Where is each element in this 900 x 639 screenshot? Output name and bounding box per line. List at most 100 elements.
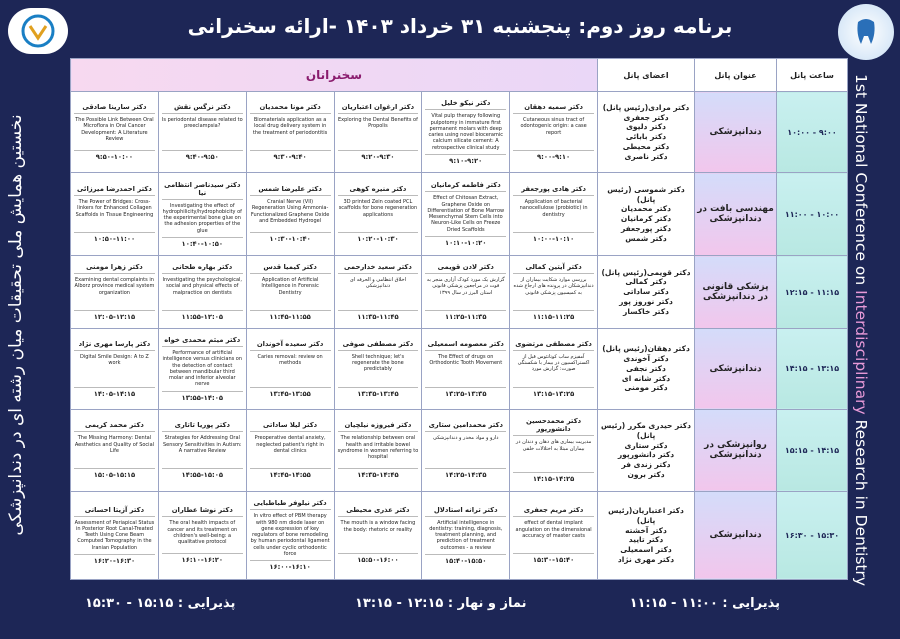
panel-member: دکتر خاکسار [623, 306, 669, 316]
speaker-time: ۹:۲۰-۹:۳۰ [337, 150, 419, 161]
speaker-time: ۱۶:۱۰-۱۶:۲۰ [161, 553, 243, 564]
panel-title: دندانپزشکی [694, 490, 777, 581]
speaker-topic: The mouth is a window facing the body: r… [340, 520, 416, 533]
speaker-topic: Effect of Chitosan Extract, Graphene Oxi… [427, 195, 505, 233]
panel-member: دکتر بابائی [625, 132, 667, 142]
speaker-cell: دکتر نیکو خلیل Vital pulp therapy followi… [421, 90, 511, 174]
speaker-name: دکتر پارسا مهری نژاد [74, 340, 155, 351]
panel-member: دکتر قویمی(رئیس پانل) [601, 267, 691, 277]
speaker-topic: Strategies for Addressing Oral Sensory S… [162, 435, 242, 454]
speaker-cell: دکتر لیلا ساداتی Preoperative dental anxi… [245, 408, 335, 492]
speaker-cell: دکتر نرگس نقش Is periodontal disease rela… [157, 90, 247, 174]
speaker-name: دکتر لیلا ساداتی [249, 421, 331, 433]
speaker-name: دکتر فیروزه نیلچیان [337, 421, 419, 433]
speaker-time: ۱۵:۵۰-۱۶:۰۰ [337, 553, 419, 564]
speaker-time: ۱۴:۰۵-۱۴:۱۵ [74, 386, 155, 398]
panel-member: دکتر نوروز پور [619, 296, 673, 306]
speaker-time: ۱۱:۵۵-۱۲:۰۵ [161, 310, 243, 321]
speaker-name: دکتر عذری محیطی [337, 506, 419, 518]
speaker-time: ۱۴:۳۵-۱۴:۴۵ [337, 468, 419, 479]
speaker-name: دکتر نوشا عطاران [161, 506, 243, 518]
panel-title: مهندسی بافت در دندانپزشکی [694, 172, 777, 257]
panel-member: دکتر محیطی [622, 141, 670, 151]
page-title: برنامه روز دوم: پنجشنبه ۳۱ خرداد ۱۴۰۳ -ا… [187, 14, 733, 38]
speaker-time: ۱۳:۵۵-۱۴:۰۵ [161, 390, 243, 402]
speaker-topic: گزارش یک مورد کودک آزاری منجر به فوت در … [426, 277, 505, 296]
panel-member: دکتر دانشورپور [617, 450, 675, 460]
panel-member: دکتر حیدری مکرر (رئیس پانل) [601, 421, 691, 440]
speaker-name: دکتر نیلوفر طباطبایی [249, 499, 331, 511]
speaker-topic: effect of dental implant angulation on t… [515, 520, 592, 539]
panel-member: دکتر محمدیان [621, 204, 671, 214]
speaker-topic: Digital Smile Design: A to Z work [79, 353, 149, 367]
header-row: ساعت پانل عنوان پانل اعضای پانل سخنرانان [70, 58, 848, 92]
schedule-row: ۱۱:۱۵ - ۱۲:۱۵ پزشکی قانونی در دندانپزشکی د… [70, 255, 848, 329]
speaker-cell: دکتر میثم محمدی خواه Performance of artif… [157, 327, 247, 410]
side-text-part: 1st National Conference on [852, 73, 870, 291]
panel-member: دکتر ساداتی [623, 287, 669, 297]
speaker-topic: Artificial intelligence in dentistry: tr… [429, 519, 503, 551]
speaker-cell: دکتر مصطفی مرتضوی آمفیزم ساب کوتانئوس قبل… [509, 327, 598, 410]
speaker-name: دکتر زهرا مومنی [74, 263, 155, 275]
speaker-name: دکتر معصومه اسمعیلی [425, 340, 507, 351]
side-text-persian: نخستین همایش ملی تحقیقات میان رشته ای در… [6, 114, 26, 536]
speaker-name: دکتر مصطفی صوفی [337, 340, 419, 351]
speaker-name: دکتر محمدحسین دانشورپور [513, 417, 594, 437]
speaker-topic: Assessment of Periapical Status in Poste… [74, 519, 155, 551]
speaker-time: ۹:۰۰-۹:۱۰ [513, 150, 594, 161]
speaker-time: ۱۱:۳۵-۱۱:۴۵ [337, 310, 419, 321]
speaker-time: ۱۳:۲۵-۱۳:۳۵ [425, 386, 507, 398]
speaker-cell: دکتر سیدناصر انتظامی نیا Investigating th… [157, 172, 247, 257]
panel-time: ۹:۰۰ - ۱۰:۰۰ [776, 90, 848, 174]
speaker-time: ۱۳:۱۵-۱۳:۲۵ [513, 386, 594, 398]
speaker-topic: The Missing Harmony: Dental Aesthetics a… [74, 435, 155, 454]
speaker-name: دکتر سارینا صادقی [74, 103, 155, 115]
panel-time: ۱۳:۱۵ - ۱۴:۱۵ [776, 327, 848, 410]
speaker-cell: دکتر آیتین کمالی بررسی موارد شکایت بیمارا… [509, 255, 598, 329]
panel-title: دندانپزشکی [694, 90, 777, 174]
speaker-name: دکتر پوریا تاتاری [161, 421, 243, 433]
panel-time: ۱۴:۱۵ - ۱۵:۱۵ [776, 408, 848, 492]
speaker-cell: دکتر پارسا مهری نژاد Digital Smile Design… [70, 327, 159, 410]
speaker-name: دکتر بهاره طحانی [161, 263, 243, 275]
panel-title: پزشکی قانونی در دندانپزشکی [694, 255, 777, 329]
speaker-time: ۱۱:۴۵-۱۱:۵۵ [249, 310, 331, 321]
speaker-time: ۱۱:۱۵-۱۱:۲۵ [513, 310, 594, 321]
panel-member: دکتر اعتباریان(رئیس پانل) [608, 506, 684, 525]
speaker-topic: Investigating the effect of hydrophilici… [162, 202, 242, 234]
speaker-cell: دکتر معصومه اسمعیلی The Effect of drugs o… [421, 327, 511, 410]
speaker-time: ۱۴:۲۵-۱۴:۳۵ [425, 468, 507, 479]
speaker-cell: دکتر مونا محمدیان Biomaterials applicatio… [245, 90, 335, 174]
speaker-time: ۱۶:۲۰-۱۶:۳۰ [74, 553, 155, 565]
panel-member: دکتر زندی فر [621, 460, 671, 470]
speaker-topic: The relationship between oral health and… [337, 435, 419, 461]
speaker-name: دکتر نیکو خلیل [425, 99, 507, 111]
speaker-cell: دکتر سعیده آخوندان Caries removal: review… [245, 327, 335, 410]
speaker-topic: Biomaterials application as a local drug… [252, 117, 328, 136]
speaker-cell: دکتر ترانه استادلال Artificial intelligen… [421, 490, 511, 581]
speaker-time: ۱۳:۳۵-۱۳:۴۵ [337, 386, 419, 398]
speaker-name: دکتر نرگس نقش [161, 103, 243, 115]
schedule-row: ۱۵:۳۰ - ۱۶:۳۰ دندانپزشکی دکتر اعتباریان(رئ… [70, 490, 848, 581]
speaker-cell: دکتر مصطفی صوفی Shell technique; let's re… [333, 327, 423, 410]
panel-title: روانپزشکی در دندانپزشکی [694, 408, 777, 492]
speaker-time: ۱۰:۵۰-۱۱:۰۰ [74, 232, 155, 243]
side-text-part: Research in Dentistry [852, 414, 870, 587]
speaker-cell: دکتر لادن قویمی گزارش یک مورد کودک آزاری … [421, 255, 511, 329]
panel-member: دکتر مومنی [624, 383, 668, 393]
speaker-topic: Preoperative dental anxiety, neglected p… [254, 435, 326, 454]
schedule-row: ۱۳:۱۵ - ۱۴:۱۵ دندانپزشکی دکتر دهقان(رئیس پ… [70, 327, 848, 410]
schedule-row: ۱۰:۰۰ - ۱۱:۰۰ مهندسی بافت در دندانپزشکی دک… [70, 172, 848, 257]
left-logo [8, 8, 68, 54]
speaker-name: دکتر هادی پورجعفر [513, 185, 594, 197]
panel-members: دکتر حیدری مکرر (رئیس پانل) دکتر ستاری دکت… [597, 408, 695, 492]
speaker-topic: Exploring the Dental Benefits of Propoli… [337, 117, 418, 130]
speaker-cell: دکتر مریم جعفری effect of dental implant … [509, 490, 598, 581]
panel-time: ۱۰:۰۰ - ۱۱:۰۰ [776, 172, 848, 257]
speaker-topic: The Power of Bridges: Cross-linkers for … [75, 199, 154, 218]
speaker-topic: Is periodontal disease related to preecl… [161, 117, 243, 130]
speaker-cell: دکتر محمدامین ستاری دارو و مواد مخدر و دن… [421, 408, 511, 492]
speaker-topic: The oral health impacts of cancer and it… [167, 520, 238, 546]
panel-time: ۱۱:۱۵ - ۱۲:۱۵ [776, 255, 848, 329]
